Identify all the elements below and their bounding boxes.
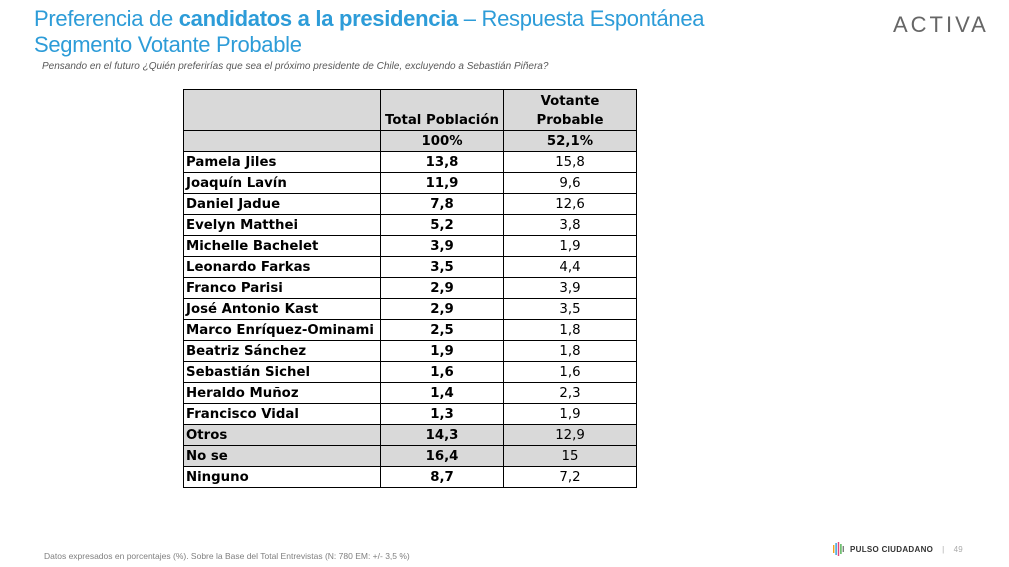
votante-value-cell: 1,6 (503, 361, 637, 383)
table-row: Heraldo Muñoz 1,4 2,3 (183, 382, 637, 404)
total-value-cell: 1,3 (380, 403, 504, 425)
bars-logo-bar (835, 543, 837, 555)
votante-value-cell: 1,9 (503, 235, 637, 257)
candidate-name-cell: Ninguno (183, 466, 381, 488)
table-row: Evelyn Matthei 5,2 3,8 (183, 214, 637, 236)
votante-value-cell: 3,8 (503, 214, 637, 236)
total-value-cell: 11,9 (380, 172, 504, 194)
question-subtitle: Pensando en el futuro ¿Quién preferirías… (42, 61, 549, 72)
table-row: José Antonio Kast 2,9 3,5 (183, 298, 637, 320)
table-totals-row: 100% 52,1% (183, 130, 637, 152)
totals-cell-votante: 52,1% (503, 130, 637, 152)
total-value-cell: 8,7 (380, 466, 504, 488)
table-row: Daniel Jadue 7,8 12,6 (183, 193, 637, 215)
candidate-name-cell: Evelyn Matthei (183, 214, 381, 236)
bars-logo-bar (833, 545, 835, 553)
page-number: 49 (953, 544, 964, 554)
bars-logo-bar (840, 544, 842, 554)
total-value-cell: 2,9 (380, 277, 504, 299)
table-row: Beatriz Sánchez 1,9 1,8 (183, 340, 637, 362)
candidates-table: Total Población Votante Probable 100% 52… (183, 89, 637, 488)
totals-cell-name (183, 130, 381, 152)
candidate-name-cell: Pamela Jiles (183, 151, 381, 173)
table-row: Ninguno 8,7 7,2 (183, 466, 637, 488)
table-row: Michelle Bachelet 3,9 1,9 (183, 235, 637, 257)
total-value-cell: 14,3 (380, 424, 504, 446)
activa-logo: ACTIVA (893, 12, 989, 37)
table-body: Pamela Jiles 13,8 15,8 Joaquín Lavín 11,9 9,6… (183, 151, 637, 488)
title-line2: Segmento Votante Probable (34, 32, 302, 57)
table-row: Franco Parisi 2,9 3,9 (183, 277, 637, 299)
title-part2: – Respuesta Espontánea (457, 6, 705, 31)
table-row: Sebastián Sichel 1,6 1,6 (183, 361, 637, 383)
total-value-cell: 1,6 (380, 361, 504, 383)
candidate-name-cell: Sebastián Sichel (183, 361, 381, 383)
total-value-cell: 2,9 (380, 298, 504, 320)
footnote: Datos expresados en porcentajes (%). Sob… (44, 551, 410, 561)
total-value-cell: 16,4 (380, 445, 504, 467)
total-value-cell: 7,8 (380, 193, 504, 215)
votante-value-cell: 15 (503, 445, 637, 467)
total-value-cell: 1,9 (380, 340, 504, 362)
table-row: Leonardo Farkas 3,5 4,4 (183, 256, 637, 278)
candidate-name-cell: Beatriz Sánchez (183, 340, 381, 362)
votante-value-cell: 15,8 (503, 151, 637, 173)
header-cell-votante: Votante Probable (503, 89, 637, 131)
votante-value-cell: 3,9 (503, 277, 637, 299)
votante-value-cell: 4,4 (503, 256, 637, 278)
votante-value-cell: 9,6 (503, 172, 637, 194)
header-cell-name (183, 89, 381, 131)
title-part1: Preferencia de (34, 6, 179, 31)
total-value-cell: 2,5 (380, 319, 504, 341)
votante-value-cell: 3,5 (503, 298, 637, 320)
bars-logo-icon (833, 542, 844, 556)
candidate-name-cell: José Antonio Kast (183, 298, 381, 320)
table-row: Francisco Vidal 1,3 1,9 (183, 403, 637, 425)
candidate-name-cell: Francisco Vidal (183, 403, 381, 425)
bars-logo-bar (837, 542, 840, 556)
table-row: Otros 14,3 12,9 (183, 424, 637, 446)
table-row: Pamela Jiles 13,8 15,8 (183, 151, 637, 173)
table-row: Joaquín Lavín 11,9 9,6 (183, 172, 637, 194)
pulso-ciudadano-brand: PULSO CIUDADANO | 49 (833, 540, 963, 558)
totals-cell-total: 100% (380, 130, 504, 152)
total-value-cell: 3,5 (380, 256, 504, 278)
votante-value-cell: 12,9 (503, 424, 637, 446)
total-value-cell: 5,2 (380, 214, 504, 236)
total-value-cell: 1,4 (380, 382, 504, 404)
table-row: Marco Enríquez-Ominami 2,5 1,8 (183, 319, 637, 341)
votante-value-cell: 7,2 (503, 466, 637, 488)
candidate-name-cell: Heraldo Muñoz (183, 382, 381, 404)
title-bold: candidatos a la presidencia (178, 6, 459, 31)
total-value-cell: 13,8 (380, 151, 504, 173)
table-row: No se 16,4 15 (183, 445, 637, 467)
candidate-name-cell: Joaquín Lavín (183, 172, 381, 194)
brand-text: PULSO CIUDADANO (850, 544, 934, 554)
header-cell-total: Total Población (380, 89, 504, 131)
candidate-name-cell: Michelle Bachelet (183, 235, 381, 257)
votante-value-cell: 1,9 (503, 403, 637, 425)
brand-separator: | (942, 544, 945, 554)
votante-value-cell: 1,8 (503, 319, 637, 341)
votante-value-cell: 1,8 (503, 340, 637, 362)
candidate-name-cell: Otros (183, 424, 381, 446)
candidate-name-cell: Franco Parisi (183, 277, 381, 299)
candidate-name-cell: Leonardo Farkas (183, 256, 381, 278)
votante-value-cell: 12,6 (503, 193, 637, 215)
bars-logo-bar (842, 546, 844, 552)
votante-value-cell: 2,3 (503, 382, 637, 404)
page-title: Preferencia de candidatos a la presidenc… (34, 6, 854, 58)
candidate-name-cell: Daniel Jadue (183, 193, 381, 215)
table-header-row: Total Población Votante Probable (183, 89, 637, 131)
total-value-cell: 3,9 (380, 235, 504, 257)
candidate-name-cell: No se (183, 445, 381, 467)
candidate-name-cell: Marco Enríquez-Ominami (183, 319, 381, 341)
